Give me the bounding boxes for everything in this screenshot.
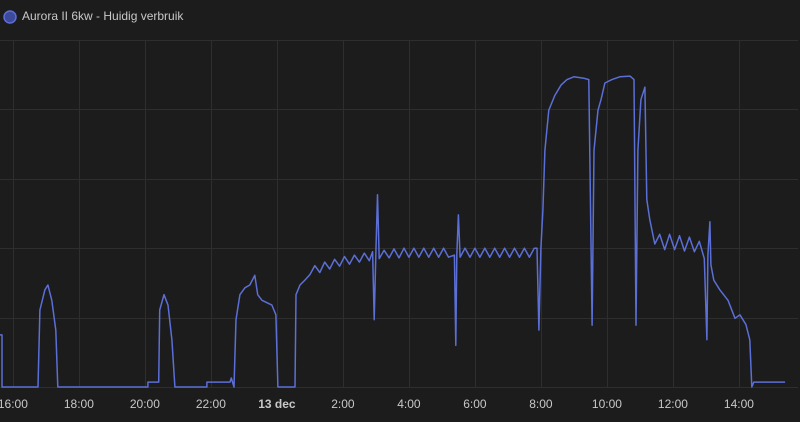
x-tick-label: 18:00 (64, 397, 94, 411)
x-tick-label: 12:00 (658, 397, 688, 411)
x-tick-label: 13 dec (258, 397, 296, 411)
x-tick-label: 22:00 (196, 397, 226, 411)
x-tick-label: 14:00 (724, 397, 754, 411)
x-tick-label: 8:00 (529, 397, 553, 411)
x-tick-label: 16:00 (0, 397, 28, 411)
x-tick-label: 4:00 (397, 397, 421, 411)
x-tick-label: 20:00 (130, 397, 160, 411)
x-tick-label: 6:00 (463, 397, 487, 411)
legend-marker[interactable] (3, 10, 17, 24)
series-line (0, 75, 786, 388)
legend-label[interactable]: Aurora II 6kw - Huidig verbruik (22, 9, 184, 23)
x-tick-label: 10:00 (592, 397, 622, 411)
x-tick-label: 2:00 (331, 397, 355, 411)
